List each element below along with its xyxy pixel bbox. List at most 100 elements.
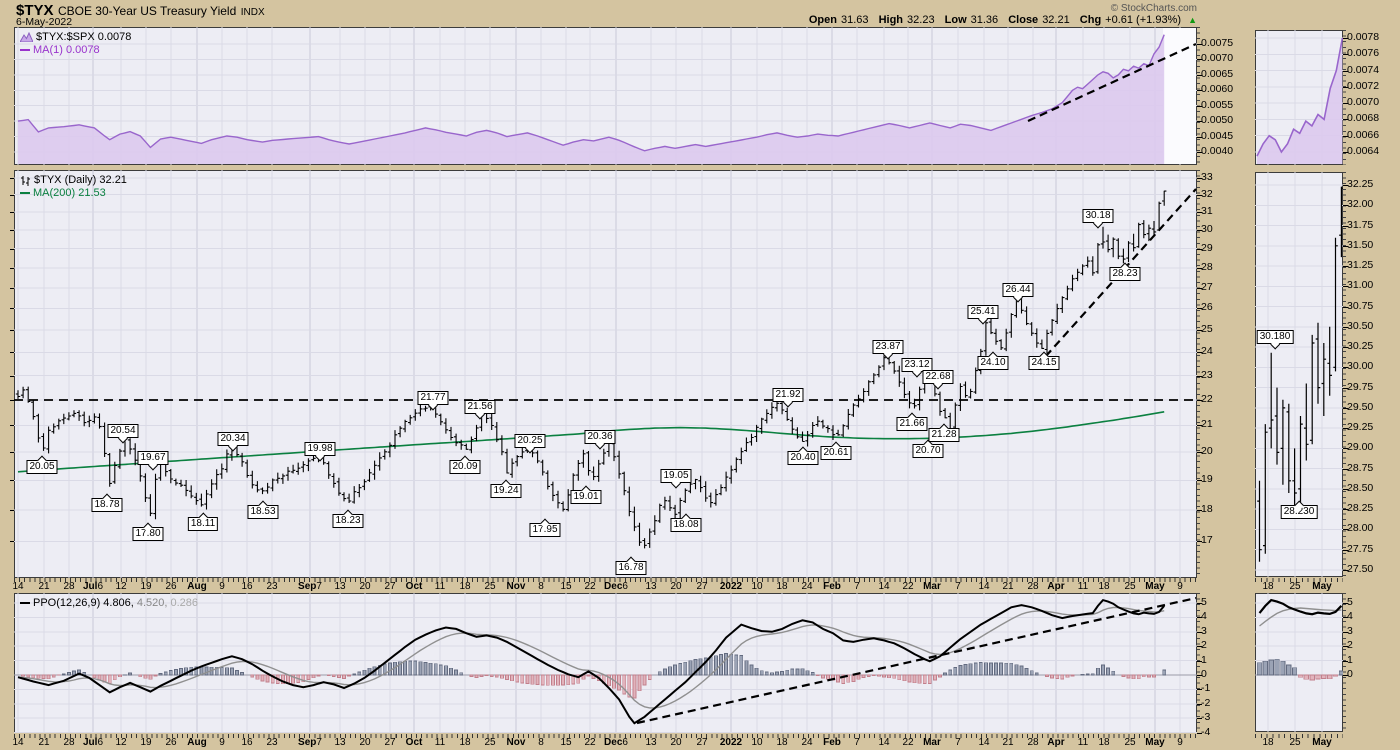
- y-axis-label: 32.00: [1347, 198, 1374, 211]
- price-callout: 20.61: [820, 441, 852, 460]
- y-axis-label: 31.75: [1347, 218, 1374, 231]
- chart-title: $TYX CBOE 30-Year US Treasury Yield INDX: [16, 2, 265, 20]
- y-axis-tick: [1343, 38, 1348, 39]
- y-axis-tick: [1197, 617, 1202, 619]
- y-axis-label: 26: [1201, 301, 1213, 314]
- date-axis-label: Sep7: [298, 581, 322, 592]
- y-axis-tick: [1197, 59, 1202, 61]
- y-axis-label: 0.0070: [1347, 96, 1380, 109]
- thumb-y-axis-ticks: [1343, 172, 1346, 577]
- y-axis-tick: [1343, 387, 1348, 389]
- close-value: 32.21: [1042, 14, 1070, 26]
- ppo-thumb-chart: [1255, 593, 1343, 732]
- price-callout: 20.25: [514, 434, 546, 453]
- copyright: © StockCharts.com: [1110, 3, 1197, 14]
- y-axis-tick: [1197, 541, 1202, 543]
- date-axis-label: 14: [12, 581, 24, 592]
- area-chart-icon: [20, 32, 33, 42]
- date-axis-label: Feb: [823, 581, 841, 592]
- y-axis-label: 27: [1201, 280, 1213, 293]
- ppo-value-1: 4.806,: [103, 597, 134, 609]
- ratio-ma-legend-text: MA(1) 0.0078: [33, 44, 100, 56]
- thumb-date-axis-ticks: [1255, 578, 1343, 582]
- date-axis-label: 18: [776, 581, 788, 592]
- y-axis-tick: [1197, 480, 1202, 482]
- y-axis-label: 18: [1201, 502, 1213, 515]
- price-callout: 23.87: [872, 340, 904, 359]
- y-axis-tick: [10, 480, 14, 482]
- date-axis-label: 8: [538, 581, 544, 592]
- y-axis-label: 32: [1201, 187, 1213, 200]
- y-axis-tick: [1197, 452, 1202, 454]
- date-axis-label: 7: [854, 737, 860, 748]
- price-callout: 21.92: [772, 388, 804, 407]
- date-axis-label: 16: [241, 581, 253, 592]
- date-axis-label: 10: [751, 737, 763, 748]
- date-axis-label: Dec6: [604, 737, 628, 748]
- y-axis-label: 1: [1347, 653, 1353, 666]
- date-axis-label: 12: [115, 581, 127, 592]
- ratio-legend-text: $TYX:$SPX 0.0078: [36, 31, 132, 43]
- date-axis-label: 25: [484, 737, 496, 748]
- date-axis-label: 24: [801, 737, 813, 748]
- symbol-name: CBOE 30-Year US Treasury Yield: [57, 4, 237, 18]
- date-axis-label: 18: [1098, 737, 1110, 748]
- y-axis-tick: [10, 177, 14, 179]
- y-axis-label: 0.0072: [1347, 79, 1380, 92]
- price-callout: 20.70: [912, 439, 944, 458]
- y-axis-tick: [1197, 603, 1202, 604]
- price-callout: 20.34: [217, 432, 249, 451]
- date-axis-label: 18: [1262, 581, 1274, 592]
- date-axis-label: 25: [1289, 737, 1301, 748]
- y-axis-tick: [1343, 549, 1348, 551]
- y-axis-label: 2: [1347, 639, 1353, 652]
- y-axis-label: 32.25: [1347, 178, 1374, 190]
- y-axis-tick: [1197, 212, 1202, 214]
- date-axis-label: 16: [241, 737, 253, 748]
- y-axis-ticks: [1197, 170, 1200, 578]
- y-axis-tick: [1343, 646, 1348, 648]
- date-axis-label: 7: [955, 737, 961, 748]
- y-axis-tick: [1343, 86, 1348, 88]
- y-axis-tick: [1343, 617, 1348, 619]
- date-axis-label: Sep7: [298, 737, 322, 748]
- y-axis-tick: [1343, 70, 1348, 72]
- date-axis-label: 18: [1262, 737, 1274, 748]
- date-axis-label: 11: [1077, 737, 1089, 748]
- chg-value: +0.61 (+1.93%): [1105, 14, 1182, 26]
- date-axis-label: 27: [696, 581, 708, 592]
- y-axis-ticks: [1197, 593, 1200, 733]
- y-axis-tick: [1197, 267, 1202, 269]
- y-axis-label: 30.75: [1347, 299, 1374, 312]
- date-axis-label: 7: [854, 581, 860, 592]
- price-callout: 20.40: [787, 446, 819, 465]
- y-axis-label: 0.0064: [1347, 144, 1380, 157]
- y-axis-label: 30: [1201, 223, 1213, 236]
- y-axis-label: 28.00: [1347, 522, 1374, 535]
- y-axis-label: 31.00: [1347, 279, 1374, 292]
- y-axis-label: 0.0060: [1201, 83, 1234, 96]
- date-axis-label: 15: [560, 581, 572, 592]
- y-axis-label: 0.0045: [1201, 129, 1234, 142]
- y-axis-tick: [1343, 151, 1348, 153]
- y-axis-tick: [1343, 185, 1348, 186]
- date-axis-label: Nov: [506, 581, 526, 592]
- date-axis-label: 27: [384, 737, 396, 748]
- y-axis-tick: [1197, 646, 1202, 648]
- price-callout: 23.12: [901, 358, 933, 377]
- y-axis-tick: [1197, 248, 1202, 250]
- thumb-price-callout: 28.230: [1280, 500, 1318, 519]
- y-axis-label: 24: [1201, 345, 1213, 358]
- price-chart: [14, 170, 1197, 578]
- date-axis-label: 25: [1124, 737, 1136, 748]
- y-axis-tick: [10, 400, 14, 401]
- date-axis-label: Nov: [506, 737, 526, 748]
- date-axis-label: Apr: [1047, 737, 1065, 748]
- ppo-value-3: 0.286: [170, 597, 198, 609]
- y-axis-tick: [1197, 425, 1202, 427]
- date-axis-label: 19: [140, 581, 152, 592]
- y-axis-tick: [10, 212, 14, 214]
- y-axis-tick: [1197, 352, 1202, 354]
- y-axis-tick: [1343, 286, 1348, 288]
